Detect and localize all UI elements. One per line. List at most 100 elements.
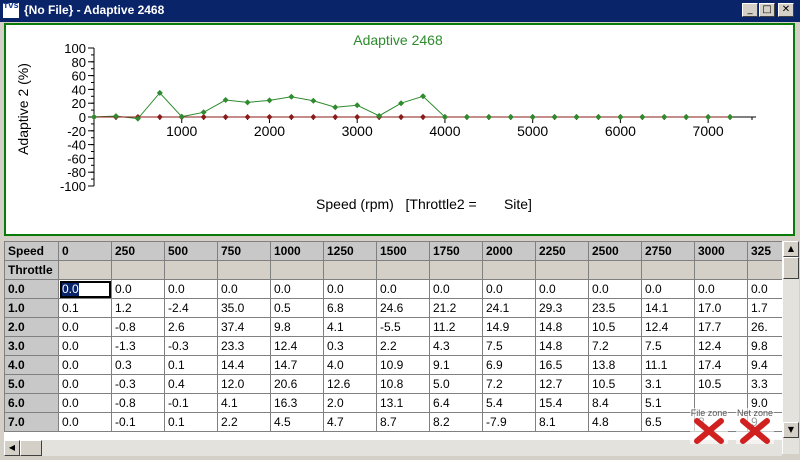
table-cell[interactable]: 16.5 xyxy=(535,355,589,375)
table-cell[interactable]: 12.6 xyxy=(323,374,377,394)
table-cell[interactable]: 6.9 xyxy=(482,355,536,375)
table-cell[interactable]: 0.0 xyxy=(58,317,112,337)
table-cell[interactable]: 6.8 xyxy=(323,298,377,318)
table-cell[interactable]: 17.7 xyxy=(694,317,748,337)
table-cell[interactable]: 0.0 xyxy=(482,279,536,299)
table-cell[interactable]: -7.9 xyxy=(482,412,536,432)
table-cell[interactable]: 0.0 xyxy=(217,279,271,299)
table-cell[interactable]: 0.3 xyxy=(111,355,165,375)
table-cell[interactable]: 12.7 xyxy=(535,374,589,394)
table-cell[interactable]: 0.0 xyxy=(111,279,165,299)
scroll-down-button[interactable]: ▼ xyxy=(783,422,799,438)
table-cell[interactable]: 10.5 xyxy=(694,374,748,394)
table-cell[interactable]: -0.3 xyxy=(164,336,218,356)
app-icon[interactable]: TVS xyxy=(3,3,19,18)
table-cell[interactable]: 2.2 xyxy=(376,336,430,356)
table-cell[interactable]: 7.5 xyxy=(482,336,536,356)
table-cell[interactable]: 0.0 xyxy=(58,374,112,394)
table-cell[interactable]: 0.0 xyxy=(535,279,589,299)
table-cell[interactable]: 0.1 xyxy=(164,355,218,375)
table-cell[interactable]: 17.0 xyxy=(694,298,748,318)
title-bar[interactable]: TVS {No File} - Adaptive 2468 _ □ ✕ xyxy=(0,0,800,22)
table-cell[interactable]: 10.8 xyxy=(376,374,430,394)
table-cell[interactable]: 0.3 xyxy=(323,336,377,356)
table-cell[interactable]: 11.1 xyxy=(641,355,695,375)
table-cell[interactable]: 4.8 xyxy=(588,412,642,432)
file-zone[interactable]: File zone xyxy=(690,408,728,444)
table-cell[interactable]: 37.4 xyxy=(217,317,271,337)
net-zone[interactable]: Net zone xyxy=(736,408,774,444)
table-cell[interactable]: 17.4 xyxy=(694,355,748,375)
table-cell[interactable]: 35.0 xyxy=(217,298,271,318)
table-cell[interactable]: 0.0 xyxy=(58,355,112,375)
table-cell[interactable]: 14.1 xyxy=(641,298,695,318)
table-cell[interactable]: 4.5 xyxy=(270,412,324,432)
table-cell[interactable]: -2.4 xyxy=(164,298,218,318)
table-cell[interactable]: 0.1 xyxy=(164,412,218,432)
table-cell[interactable]: 4.0 xyxy=(323,355,377,375)
table-cell[interactable]: 8.2 xyxy=(429,412,483,432)
table-cell[interactable]: -0.1 xyxy=(164,393,218,413)
table-cell[interactable]: -0.1 xyxy=(111,412,165,432)
table-cell[interactable]: 14.4 xyxy=(217,355,271,375)
table-cell[interactable]: 12.4 xyxy=(694,336,748,356)
table-cell[interactable]: 21.2 xyxy=(429,298,483,318)
table-cell[interactable]: -0.8 xyxy=(111,393,165,413)
table-cell[interactable]: 3.1 xyxy=(641,374,695,394)
scroll-left-button[interactable]: ◀ xyxy=(4,440,20,456)
table-cell[interactable]: 7.5 xyxy=(641,336,695,356)
hscroll-thumb[interactable] xyxy=(20,440,42,456)
table-cell[interactable]: 12.4 xyxy=(270,336,324,356)
table-cell[interactable]: 20.6 xyxy=(270,374,324,394)
table-cell[interactable]: 9.8 xyxy=(270,317,324,337)
horizontal-scrollbar[interactable]: ◀ xyxy=(4,440,782,456)
table-cell[interactable]: 6.4 xyxy=(429,393,483,413)
table-cell[interactable]: -5.5 xyxy=(376,317,430,337)
table-cell[interactable]: 6.5 xyxy=(641,412,695,432)
table-cell[interactable]: -0.8 xyxy=(111,317,165,337)
table-cell[interactable]: 13.8 xyxy=(588,355,642,375)
table-cell[interactable]: 23.3 xyxy=(217,336,271,356)
table-cell[interactable]: 4.1 xyxy=(217,393,271,413)
table-cell[interactable]: 0.1 xyxy=(58,298,112,318)
table-cell[interactable]: 4.3 xyxy=(429,336,483,356)
table-cell[interactable]: 8.4 xyxy=(588,393,642,413)
table-cell[interactable]: 0.0 xyxy=(164,279,218,299)
table-cell[interactable]: 10.5 xyxy=(588,317,642,337)
table-cell[interactable]: 0.4 xyxy=(164,374,218,394)
table-cell[interactable]: 0.0 xyxy=(429,279,483,299)
table-cell[interactable]: 8.7 xyxy=(376,412,430,432)
table-cell[interactable]: 0.0 xyxy=(58,336,112,356)
table-cell[interactable]: 0.0 xyxy=(58,412,112,432)
close-button[interactable]: ✕ xyxy=(778,3,794,17)
table-cell[interactable]: 29.3 xyxy=(535,298,589,318)
table-cell[interactable]: 24.6 xyxy=(376,298,430,318)
table-cell[interactable]: 0.0 xyxy=(323,279,377,299)
table-cell[interactable]: 0.5 xyxy=(270,298,324,318)
table-cell[interactable]: -0.3 xyxy=(111,374,165,394)
scroll-thumb[interactable] xyxy=(783,257,799,279)
table-cell[interactable]: 7.2 xyxy=(588,336,642,356)
table-cell[interactable]: 7.2 xyxy=(482,374,536,394)
table-cell[interactable]: 2.0 xyxy=(323,393,377,413)
scroll-up-button[interactable]: ▲ xyxy=(783,241,799,257)
vertical-scrollbar[interactable]: ▲ ▼ xyxy=(782,241,799,454)
table-cell[interactable]: 0.0 xyxy=(694,279,748,299)
table-cell[interactable]: 11.2 xyxy=(429,317,483,337)
table-cell[interactable]: 12.4 xyxy=(641,317,695,337)
table-cell[interactable]: 14.8 xyxy=(535,336,589,356)
table-cell[interactable]: 12.0 xyxy=(217,374,271,394)
table-cell[interactable]: 10.9 xyxy=(376,355,430,375)
table-cell[interactable]: 13.1 xyxy=(376,393,430,413)
table-cell[interactable]: 1.2 xyxy=(111,298,165,318)
table-cell[interactable]: 9.1 xyxy=(429,355,483,375)
table-cell[interactable]: 8.1 xyxy=(535,412,589,432)
table-cell[interactable]: 2.6 xyxy=(164,317,218,337)
table-cell[interactable]: 0.0 xyxy=(58,393,112,413)
table-cell[interactable]: 4.1 xyxy=(323,317,377,337)
table-cell[interactable]: 5.1 xyxy=(641,393,695,413)
table-cell[interactable]: 14.9 xyxy=(482,317,536,337)
table-cell[interactable]: 4.7 xyxy=(323,412,377,432)
table-cell[interactable]: 10.5 xyxy=(588,374,642,394)
table-cell[interactable]: 0.0 xyxy=(58,279,112,299)
